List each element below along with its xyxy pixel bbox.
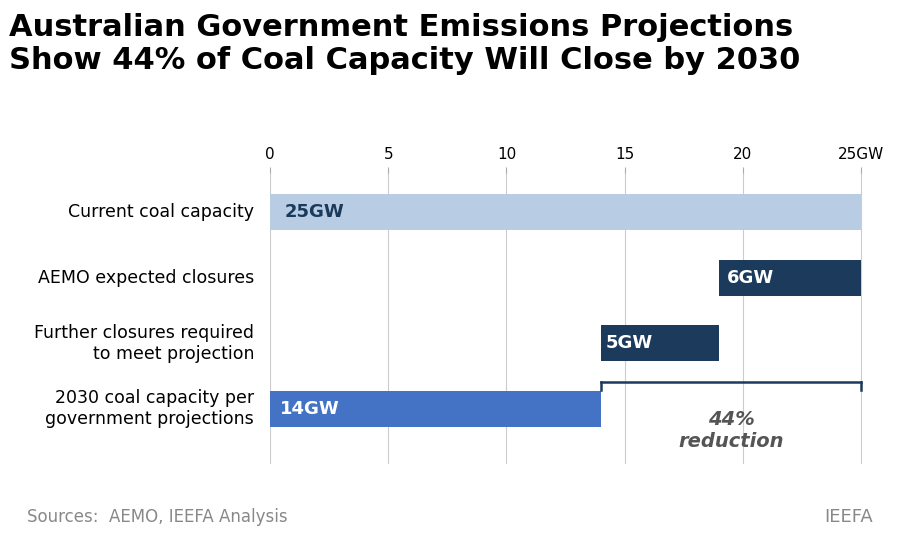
Text: Sources:  AEMO, IEEFA Analysis: Sources: AEMO, IEEFA Analysis bbox=[27, 509, 288, 526]
Text: 25GW: 25GW bbox=[284, 203, 344, 221]
Bar bbox=[270, 390, 601, 427]
Text: 44%
reduction: 44% reduction bbox=[679, 410, 784, 451]
Bar bbox=[601, 325, 719, 361]
Text: 6GW: 6GW bbox=[726, 268, 774, 287]
Bar bbox=[270, 194, 861, 230]
Bar bbox=[719, 260, 861, 296]
Text: Australian Government Emissions Projections
Show 44% of Coal Capacity Will Close: Australian Government Emissions Projecti… bbox=[9, 14, 800, 75]
Text: 14GW: 14GW bbox=[280, 400, 339, 418]
Text: 5GW: 5GW bbox=[606, 334, 653, 352]
Text: IEEFA: IEEFA bbox=[824, 509, 873, 526]
